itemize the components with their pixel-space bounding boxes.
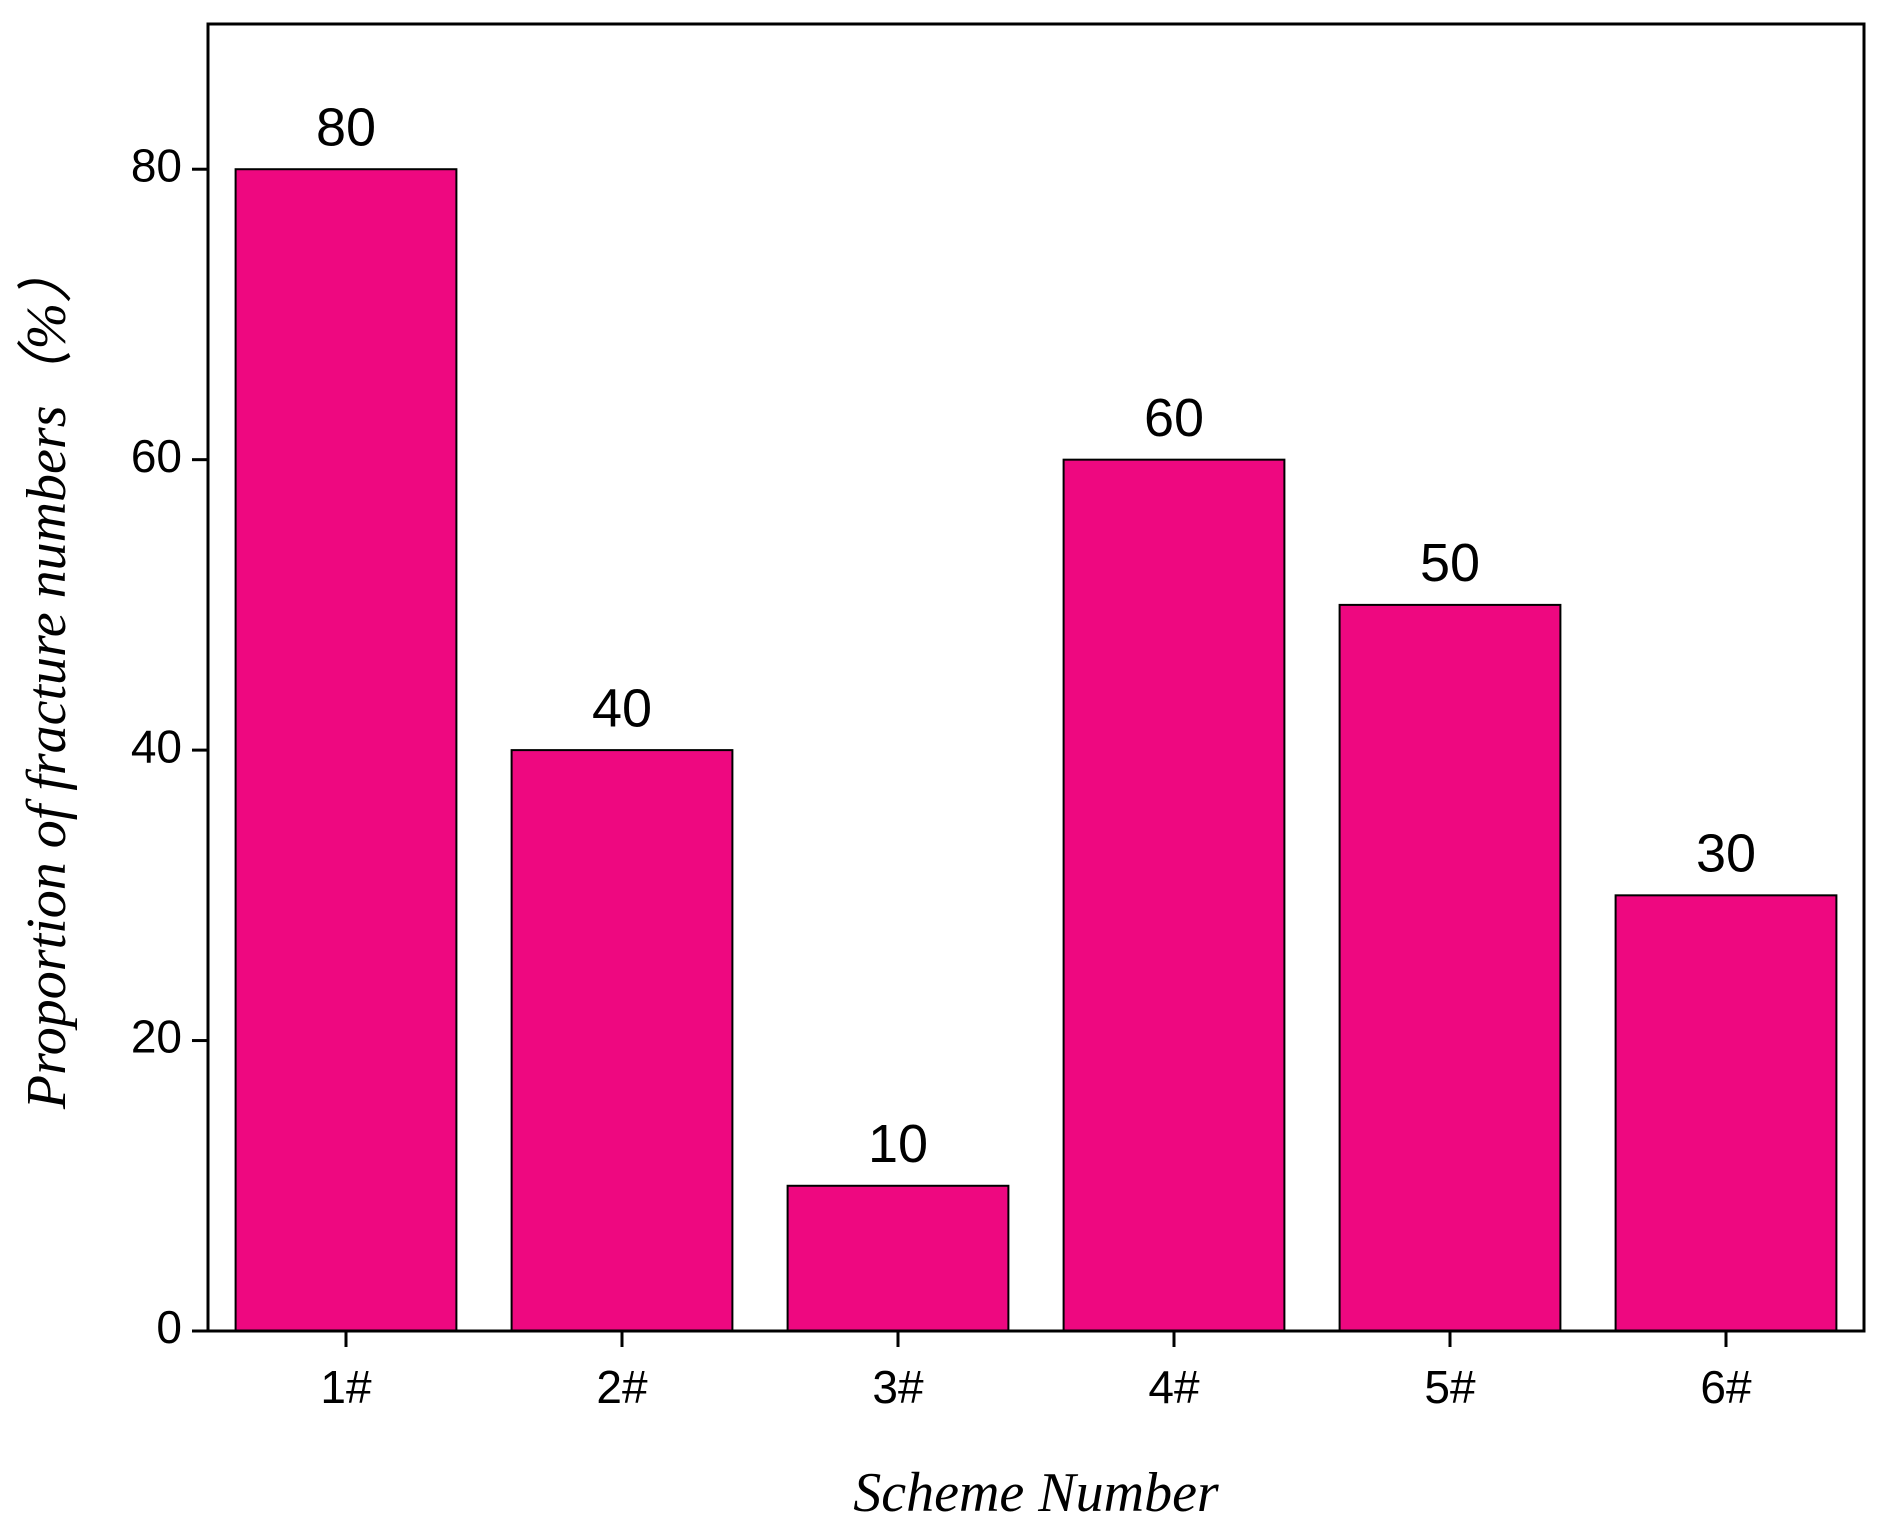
y-tick-label: 60 <box>131 430 182 482</box>
bar <box>1338 603 1562 1332</box>
value-label: 30 <box>1696 824 1756 884</box>
y-tick-label: 80 <box>131 139 182 191</box>
plot-frame <box>206 22 1866 1333</box>
bar <box>786 1184 1010 1333</box>
x-axis-title: Scheme Number <box>853 1462 1219 1524</box>
bar <box>1614 894 1838 1332</box>
y-tick-label: 0 <box>156 1301 182 1353</box>
x-tick-label: 1# <box>320 1361 372 1413</box>
value-label: 10 <box>868 1114 928 1174</box>
value-label: 50 <box>1420 533 1480 593</box>
value-label: 60 <box>1144 388 1204 448</box>
value-label: 80 <box>316 97 376 157</box>
x-tick-label: 2# <box>596 1361 648 1413</box>
y-axis-title: Proportion of fracture numbers（%） <box>16 247 78 1110</box>
x-tick-label: 5# <box>1424 1361 1476 1413</box>
bar <box>510 749 734 1332</box>
x-tick-label: 3# <box>872 1361 924 1413</box>
y-tick-label: 40 <box>131 720 182 772</box>
x-tick-label: 4# <box>1148 1361 1200 1413</box>
bar <box>1062 458 1286 1332</box>
bar <box>234 168 458 1333</box>
value-label: 40 <box>592 678 652 738</box>
y-tick-label: 20 <box>131 1011 182 1063</box>
x-tick-label: 6# <box>1700 1361 1752 1413</box>
